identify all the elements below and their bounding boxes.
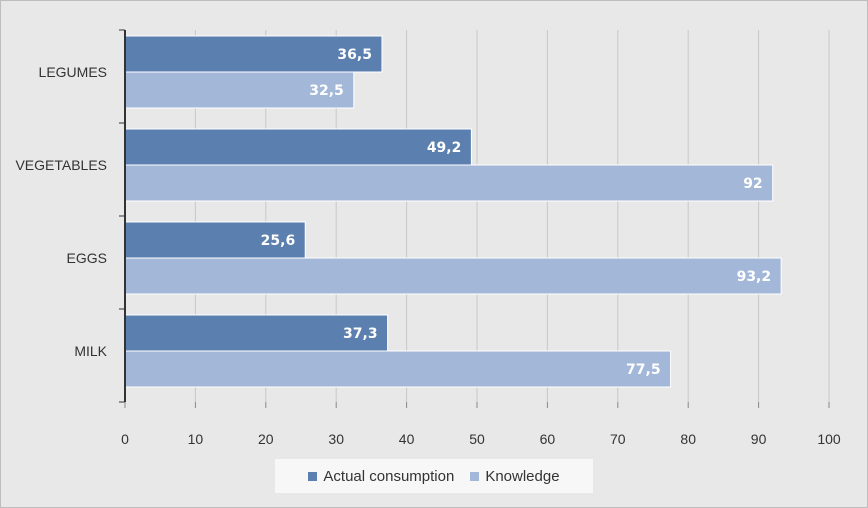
tick-label-50: 50	[469, 431, 485, 447]
tick-label-70: 70	[610, 431, 626, 447]
legend: Actual consumption Knowledge	[275, 459, 593, 493]
data-label-actual-consumption-milk: 37,3	[343, 326, 378, 342]
bar-actual-consumption-vegetables	[124, 128, 472, 166]
tick-label-20: 20	[258, 431, 274, 447]
category-label-legumes: LEGUMES	[39, 64, 107, 80]
data-label-actual-consumption-legumes: 36,5	[337, 47, 372, 63]
data-label-knowledge-legumes: 32,5	[309, 83, 344, 99]
data-labels: 36,5 32,5 49,2 92 25,6 93,2 37,3 77,5	[261, 47, 771, 378]
bars	[124, 35, 782, 388]
legend-swatch-actual-consumption	[308, 471, 318, 481]
category-labels: LEGUMES VEGETABLES EGGS MILK	[15, 64, 107, 359]
legend-label-actual-consumption: Actual consumption	[323, 467, 455, 485]
category-axis	[119, 29, 126, 403]
tick-label-60: 60	[540, 431, 556, 447]
category-label-milk: MILK	[74, 343, 107, 359]
data-label-actual-consumption-vegetables: 49,2	[427, 140, 462, 156]
data-label-knowledge-milk: 77,5	[626, 362, 661, 378]
tick-label-0: 0	[121, 431, 129, 447]
data-label-knowledge-eggs: 93,2	[737, 269, 772, 285]
tick-label-80: 80	[680, 431, 696, 447]
legend-label-knowledge: Knowledge	[485, 467, 560, 485]
tick-label-10: 10	[188, 431, 204, 447]
bar-knowledge-milk	[124, 350, 672, 388]
tick-label-40: 40	[399, 431, 415, 447]
legend-swatch-knowledge	[470, 471, 480, 481]
legend-item-knowledge: Knowledge	[470, 467, 560, 485]
category-label-eggs: EGGS	[67, 250, 107, 266]
bar-knowledge-vegetables	[124, 164, 774, 202]
category-label-vegetables: VEGETABLES	[15, 157, 107, 173]
tick-label-30: 30	[328, 431, 344, 447]
bar-knowledge-eggs	[124, 257, 782, 295]
value-axis-ticks: 0 10 20 30 40 50 60 70 80 90 100	[121, 402, 841, 447]
tick-label-90: 90	[751, 431, 767, 447]
data-label-knowledge-vegetables: 92	[743, 176, 762, 192]
legend-item-actual-consumption: Actual consumption	[308, 468, 454, 485]
data-label-actual-consumption-eggs: 25,6	[261, 233, 296, 249]
tick-label-100: 100	[817, 431, 841, 447]
